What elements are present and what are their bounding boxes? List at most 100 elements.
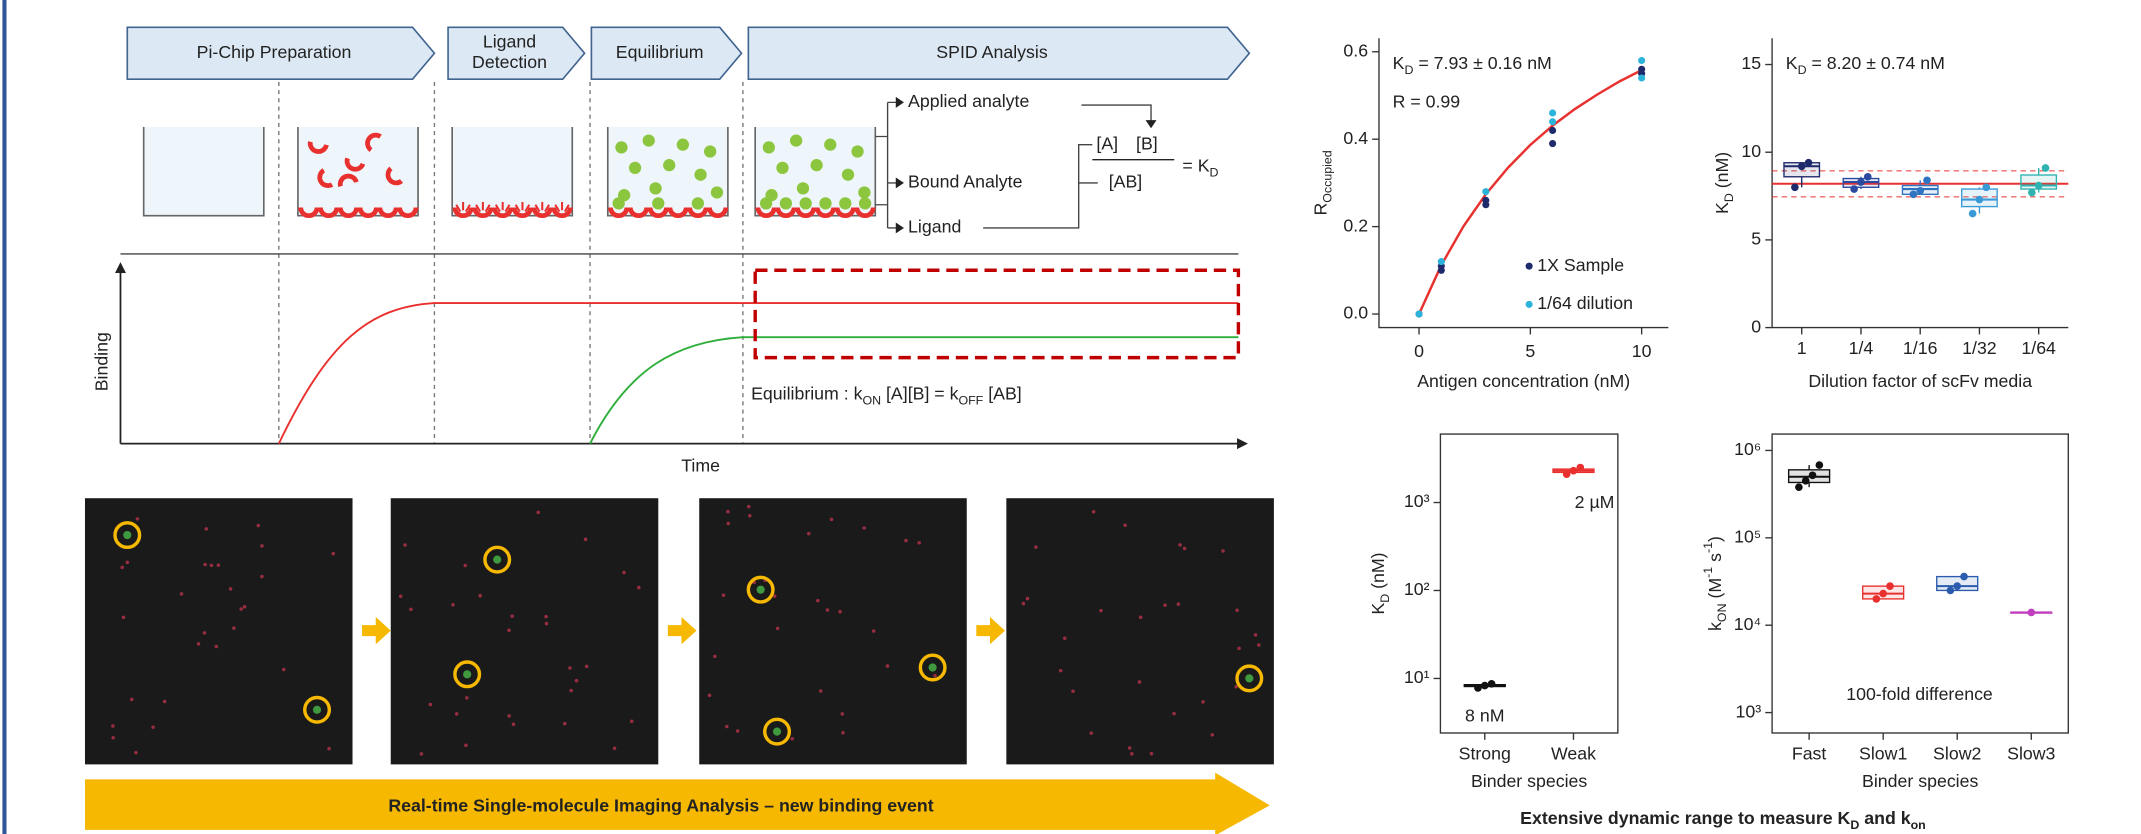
spot: [409, 608, 413, 612]
arrowhead: [1146, 120, 1157, 128]
equilibrium-eq: Equilibrium : kON [A][B] = kOFF [AB]: [751, 383, 1022, 408]
point: [1638, 57, 1645, 64]
text-part: D: [1210, 166, 1219, 180]
x-tick-label: 1: [1797, 338, 1807, 358]
y-tick-label: 15: [1741, 53, 1761, 73]
spot: [708, 694, 712, 698]
text-part: ON: [1715, 603, 1729, 622]
y-axis-title: Binding: [91, 332, 111, 391]
arrowhead: [115, 262, 126, 273]
spot: [126, 561, 130, 565]
spot: [748, 514, 752, 518]
spot: [886, 664, 890, 668]
text-part: R = 0.99: [1393, 91, 1461, 111]
spot: [747, 505, 751, 509]
well-fill: [144, 127, 264, 216]
point: [1953, 582, 1961, 590]
well-fill: [755, 127, 875, 216]
spot: [816, 599, 820, 603]
y-axis-title: KD (nM): [1712, 152, 1737, 214]
value-label: 2 µM: [1575, 492, 1615, 512]
spot: [205, 527, 209, 531]
x-tick-label: Weak: [1551, 744, 1596, 764]
spot: [399, 595, 403, 599]
text-part: [AB]: [983, 383, 1021, 403]
spot-new: [493, 556, 501, 564]
bound-analyte: [613, 197, 625, 209]
x-axis-title: Binder species: [1471, 771, 1587, 791]
stage-label: Pi-Chip Preparation: [197, 42, 352, 62]
text-part: D: [1798, 63, 1807, 77]
well-fill: [608, 127, 728, 216]
spot: [180, 592, 184, 596]
y-tick-label: 10³: [1736, 701, 1762, 721]
spot: [1092, 510, 1096, 514]
x-axis-title: Binder species: [1862, 771, 1978, 791]
text-part: = K: [1182, 155, 1209, 175]
arrowhead: [896, 222, 904, 233]
arrowhead: [1237, 438, 1248, 449]
spot: [403, 543, 407, 547]
spot: [1063, 636, 1067, 640]
arrowhead: [896, 177, 904, 188]
spot: [1163, 603, 1167, 607]
point: [1947, 587, 1955, 595]
spot-new: [123, 531, 131, 539]
point: [1809, 471, 1817, 479]
spot: [736, 729, 740, 733]
point: [1638, 66, 1645, 73]
text-part: (nM): [1368, 552, 1388, 593]
bound-analyte: [819, 197, 831, 209]
spot: [429, 703, 433, 707]
legend-marker: [1526, 301, 1533, 308]
text-part: D: [1404, 63, 1413, 77]
spot: [203, 563, 207, 567]
text-part: Binder species: [1862, 771, 1978, 791]
y-tick-label: 0.0: [1343, 303, 1368, 323]
spot: [1089, 731, 1093, 735]
micrograph: [1006, 498, 1274, 764]
spot: [563, 722, 567, 726]
spot-new: [313, 706, 321, 714]
spot: [331, 552, 335, 556]
spot: [260, 544, 264, 548]
stage-label: SPID Analysis: [936, 42, 1048, 62]
spot: [841, 712, 845, 716]
point: [1873, 595, 1881, 603]
spot: [1257, 643, 1261, 647]
legend-label: 1X Sample: [1537, 255, 1624, 275]
annotation: KD = 7.93 ± 0.16 nM: [1393, 53, 1552, 78]
point: [1857, 178, 1865, 186]
spot: [1130, 752, 1134, 756]
spot: [545, 622, 549, 626]
legend-label: 1/64 dilution: [1537, 293, 1633, 313]
flow-line: [983, 105, 1151, 228]
spot: [790, 737, 794, 741]
analyte: [677, 139, 689, 151]
spot-new: [757, 586, 765, 594]
bound-analyte: [760, 197, 772, 209]
spot: [243, 605, 247, 609]
analyte: [842, 169, 854, 181]
point: [1816, 461, 1824, 469]
text-part: Dilution factor of scFv media: [1808, 371, 2032, 391]
analyte: [797, 182, 809, 194]
text-part: k: [1705, 622, 1725, 631]
text-part: K: [1393, 53, 1405, 73]
bound-analyte: [652, 197, 664, 209]
text-part: ON: [862, 394, 881, 408]
x-axis-title: Antigen concentration (nM): [1417, 371, 1630, 391]
point: [2035, 182, 2043, 190]
x-tick-label: Strong: [1459, 744, 1511, 764]
analyte: [649, 182, 661, 194]
spot: [478, 594, 482, 598]
spot: [1034, 545, 1038, 549]
spot: [1059, 669, 1063, 673]
point: [1791, 183, 1799, 191]
arrowhead: [896, 97, 904, 108]
spot: [726, 522, 730, 526]
spot: [239, 607, 243, 611]
x-axis-title: Time: [681, 456, 720, 476]
spot: [203, 631, 207, 635]
y-tick-label: 10⁴: [1734, 614, 1761, 634]
